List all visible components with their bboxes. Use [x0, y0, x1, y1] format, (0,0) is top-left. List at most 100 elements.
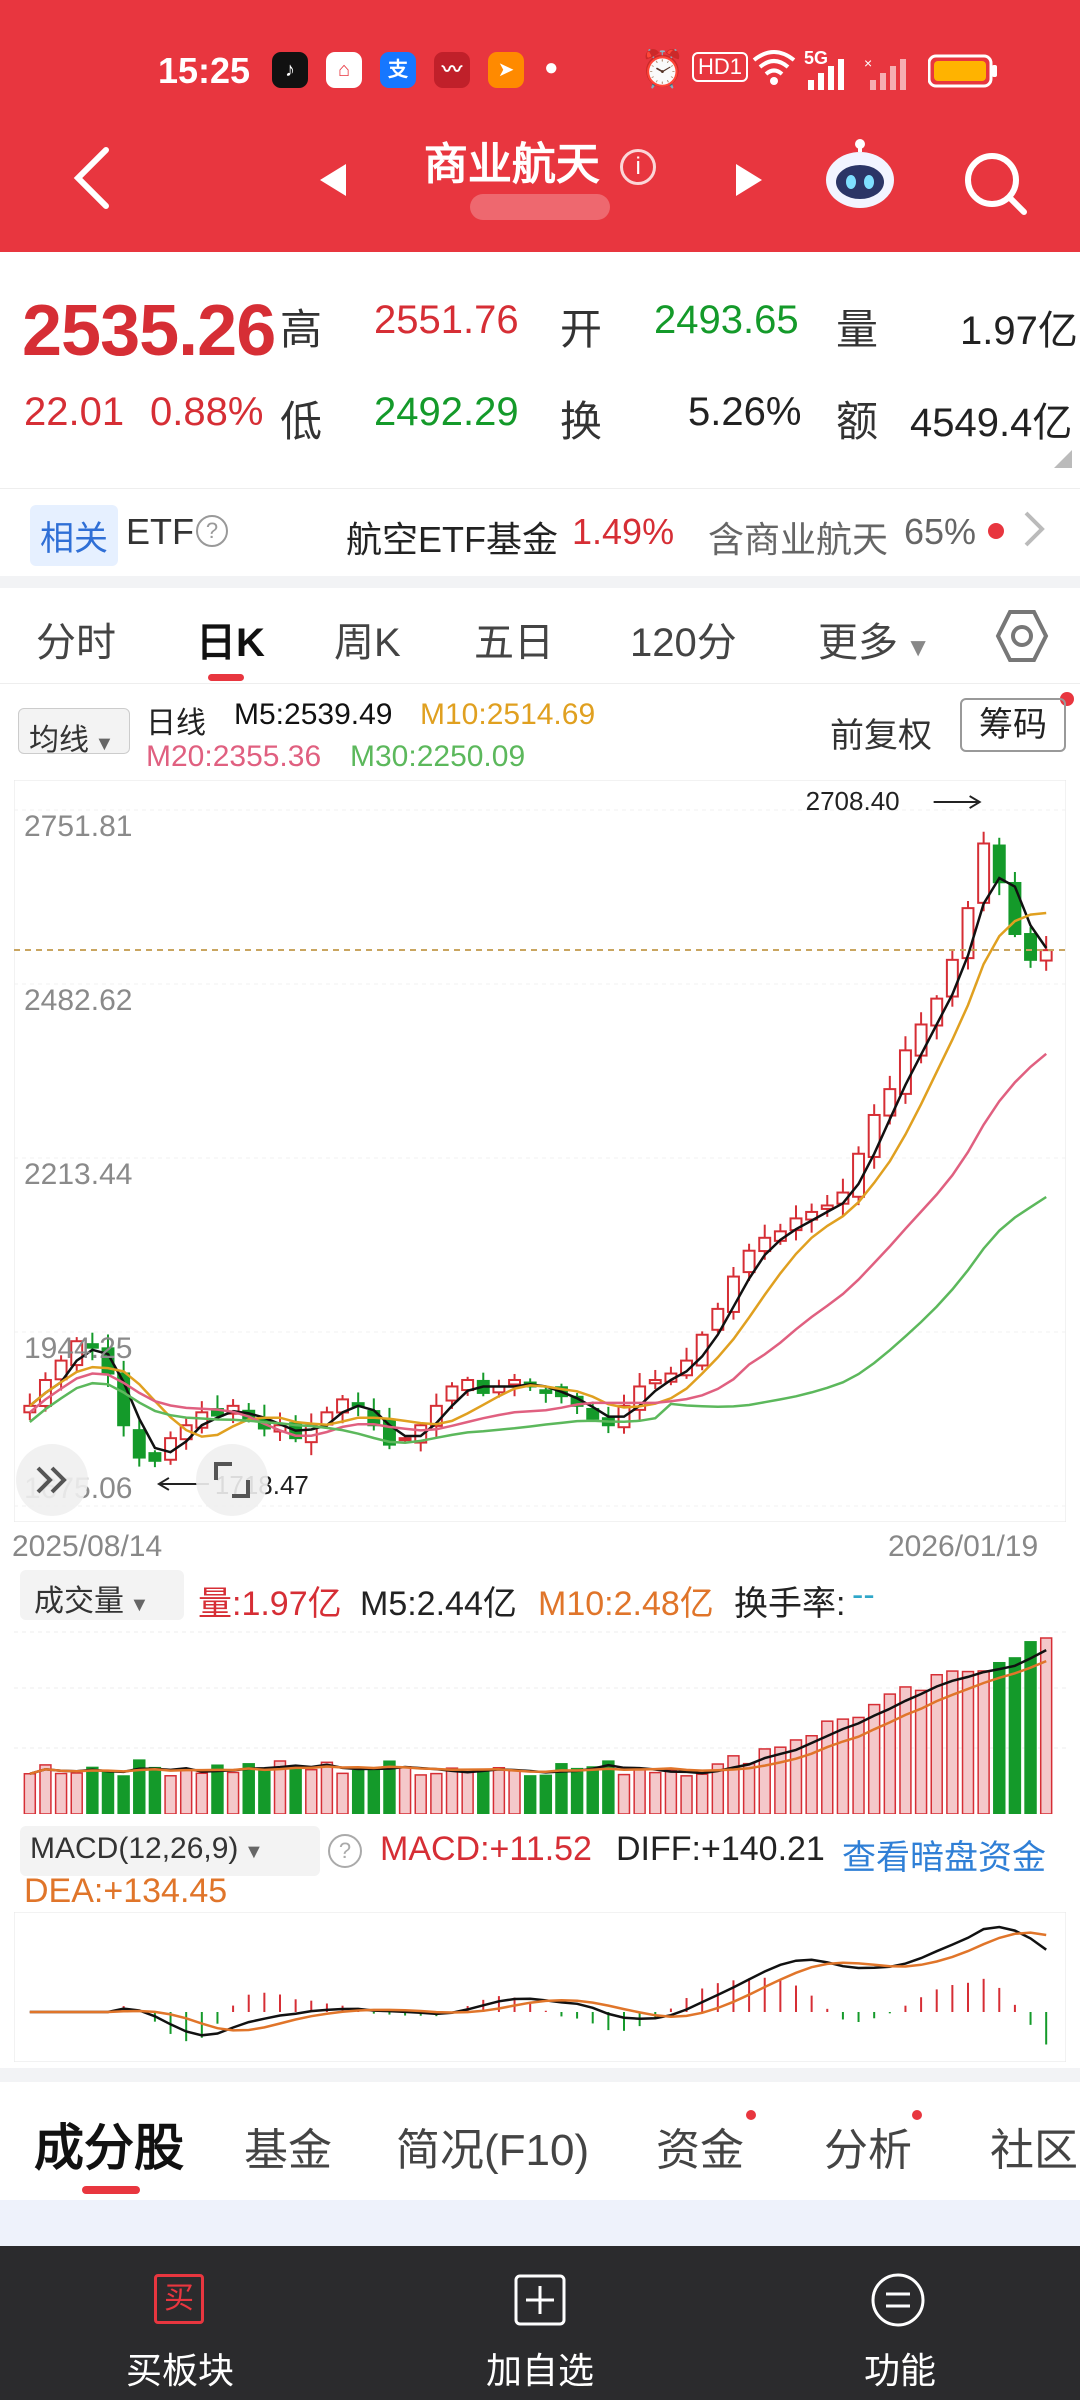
date-start: 2025/08/14 [12, 1530, 163, 1563]
prev-index-icon[interactable] [318, 162, 348, 203]
volume-bar [211, 1764, 224, 1814]
adjust-mode[interactable]: 前复权 [830, 717, 932, 755]
candle-body [70, 1340, 84, 1367]
etf-label: ETF [126, 511, 194, 552]
tab-more[interactable]: 更多 ▼ [818, 610, 931, 668]
section-gap [0, 576, 1080, 588]
tab-analysis[interactable]: 分析 [824, 2126, 912, 2175]
tab-funds[interactable]: 基金 [244, 2126, 332, 2175]
more-notifications-icon: ● [544, 54, 559, 81]
volume-bar [336, 1772, 349, 1814]
volume-indicator-select[interactable]: 成交量 ▼ [20, 1570, 184, 1620]
macd-indicator-select[interactable]: MACD(12,26,9) ▼ [20, 1826, 320, 1876]
candle-body [977, 842, 991, 904]
functions-button[interactable]: 功能 [720, 2246, 1080, 2400]
tab-weekly-k[interactable]: 周K [334, 621, 401, 665]
low-label: 低 [280, 398, 323, 445]
buy-sector-button[interactable]: 买 买板块 [0, 2246, 360, 2400]
tab-profile[interactable]: 简况(F10) [396, 2126, 590, 2175]
volume-bar [586, 1766, 599, 1814]
ma30-line [29, 1195, 1047, 1444]
chip-button[interactable]: 筹码 [960, 698, 1066, 752]
volume-bar [617, 1773, 631, 1814]
macd-help-icon[interactable]: ? [328, 1834, 362, 1868]
info-icon[interactable]: i [620, 149, 657, 186]
high-label: 高 [280, 306, 323, 353]
back-icon[interactable] [70, 146, 114, 215]
dea-value: DEA:+134.45 [24, 1872, 228, 1910]
ma10-line [29, 911, 1047, 1438]
open-value: 2493.65 [654, 298, 799, 342]
open-label: 开 [560, 306, 603, 353]
macd-chart[interactable] [14, 1912, 1066, 2062]
ma20-line [29, 1052, 1048, 1437]
active-tab-indicator [208, 674, 244, 681]
volume-bar [649, 1771, 662, 1814]
volume-bar [351, 1769, 365, 1814]
volume-bar [477, 1768, 490, 1814]
m10-value: M10:2514.69 [420, 698, 596, 731]
search-icon[interactable] [962, 150, 1028, 221]
volume-m10: M10:2.48亿 [538, 1585, 714, 1623]
volume-bar [664, 1769, 678, 1814]
volume-bar [742, 1762, 756, 1814]
volume-bar [961, 1670, 975, 1814]
candle-body [648, 1378, 662, 1385]
next-index-icon[interactable] [734, 162, 764, 203]
dark-pool-link[interactable]: 查看暗盘资金 [842, 1839, 1046, 1877]
tab-daily-k[interactable]: 日K [196, 621, 265, 665]
volume-chart[interactable] [14, 1628, 1066, 1814]
volume-bar [727, 1755, 740, 1814]
tab-community[interactable]: 社区 [990, 2126, 1078, 2175]
change-value: 22.01 [24, 390, 125, 434]
add-watchlist-icon [514, 2274, 566, 2331]
tab-five-day[interactable]: 五日 [474, 621, 554, 665]
candle-body [414, 1424, 428, 1444]
buy-icon: 买 [154, 2274, 204, 2324]
fullscreen-button[interactable] [196, 1444, 268, 1516]
collapse-panel-button[interactable] [16, 1444, 88, 1516]
tab-constituents[interactable]: 成分股 [34, 2120, 184, 2176]
volume-bar [695, 1773, 709, 1814]
help-icon[interactable]: ? [196, 515, 228, 547]
volume-bar [398, 1765, 412, 1814]
volume-bar [23, 1773, 37, 1814]
candle-body [148, 1452, 162, 1462]
expand-corner-icon[interactable] [1054, 450, 1072, 473]
volume-bar [242, 1763, 255, 1814]
ma-title: 日线 [146, 707, 206, 740]
analysis-dot [912, 2110, 922, 2120]
kline-chart[interactable]: 2751.812482.622213.441944.251675.062708.… [14, 780, 1066, 1522]
related-etf-row[interactable]: 相关 ETF ? 航空ETF基金 1.49% 含商业航天 65% [0, 488, 1080, 576]
candle-body [680, 1359, 694, 1377]
tab-intraday[interactable]: 分时 [36, 621, 116, 665]
add-watchlist-label: 加自选 [485, 2350, 594, 2391]
indicator-select[interactable]: 均线 ▼ [18, 708, 130, 757]
capital-dot [746, 2110, 756, 2120]
volume-bar [367, 1768, 381, 1814]
volume-bar [508, 1770, 521, 1814]
volume-bar [758, 1748, 771, 1814]
add-watchlist-button[interactable]: 加自选 [360, 2246, 720, 2400]
dea-line [29, 1931, 1047, 2032]
volume-bar [680, 1775, 693, 1814]
tab-capital[interactable]: 资金 [656, 2126, 744, 2175]
chart-settings-icon[interactable] [994, 608, 1050, 669]
tab-more-label: 更多 [818, 621, 898, 665]
promo-strip[interactable] [0, 2200, 1080, 2246]
y-tick-label: 2751.81 [24, 810, 132, 843]
chevron-right-icon[interactable] [1022, 507, 1046, 556]
change-percent: 0.88% [150, 390, 264, 434]
etf-fund-name: 航空ETF基金 [346, 519, 558, 560]
volume-bar [899, 1686, 912, 1814]
tab-120min[interactable]: 120分 [630, 621, 737, 665]
contain-text: 含商业航天 [708, 519, 889, 560]
turnover-label: 换 [560, 398, 603, 445]
volume-bar [430, 1772, 443, 1814]
volume-bar [117, 1775, 130, 1814]
dropdown-icon: ▼ [124, 1594, 150, 1616]
volume-bar [86, 1766, 99, 1814]
macd-value: MACD:+11.52 [380, 1830, 592, 1868]
network-5g-label: 5G [804, 48, 829, 68]
robot-assistant-icon[interactable] [822, 138, 898, 219]
